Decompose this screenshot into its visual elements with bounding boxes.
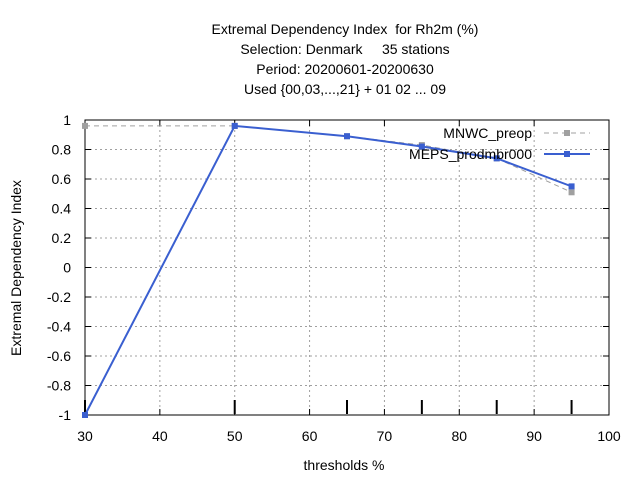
y-tick-label: -0.8 [47, 378, 71, 394]
y-tick-label: 0.2 [52, 230, 72, 246]
series-MEPS_prodmbr000 [82, 122, 575, 418]
grid-lines [85, 120, 609, 415]
x-tick-label: 90 [526, 428, 542, 444]
data-point [568, 189, 575, 196]
series-line [84, 124, 572, 416]
y-tick-label: 1 [63, 112, 71, 128]
x-tick-label: 80 [451, 428, 467, 444]
y-tick-label: -0.2 [47, 289, 71, 305]
series-layer [82, 122, 575, 418]
x-tick-label: 40 [152, 428, 168, 444]
y-tick-label: 0.4 [52, 201, 72, 217]
chart-title-line-1: Extremal Dependency Index for Rh2m (%) [211, 21, 479, 37]
data-point [231, 122, 238, 129]
chart-title-line-3: Period: 20200601-20200630 [256, 61, 434, 77]
x-tick-label: 30 [77, 428, 93, 444]
y-tick-label: -1 [59, 407, 72, 423]
chart-title-line-4: Used {00,03,...,21} + 01 02 ... 09 [244, 81, 446, 97]
y-tick-label: -0.4 [47, 319, 71, 335]
x-tick-label: 60 [302, 428, 318, 444]
x-axis-label: thresholds % [304, 457, 385, 473]
y-axis-label: Extremal Dependency Index [8, 180, 24, 356]
y-tick-label: 0 [63, 260, 71, 276]
data-point [418, 143, 425, 150]
y-tick-label: 0.8 [52, 142, 72, 158]
axis-ticks: -1 -0.8 -0.6 -0.4 -0.2 0 0.2 0.4 0.6 0.8 1 30 40 50 60… [47, 112, 621, 444]
chart-title-line-2: Selection: Denmark 35 stations [240, 41, 450, 57]
data-point [344, 133, 350, 140]
legend-swatch-point [564, 151, 570, 157]
legend-swatch-point [564, 130, 570, 136]
legend-label: MEPS_prodmbr000 [409, 146, 532, 162]
data-point [568, 183, 575, 190]
legend: MNWC_preop MEPS_prodmbr000 [409, 125, 590, 162]
x-tick-label: 50 [227, 428, 243, 444]
y-tick-label: -0.6 [47, 348, 71, 364]
x-tick-label: 100 [597, 428, 621, 444]
y-tick-label: 0.6 [52, 171, 72, 187]
data-point [82, 122, 88, 129]
data-point [82, 412, 88, 418]
plot-frame [84, 119, 610, 416]
data-point [493, 155, 500, 162]
legend-label: MNWC_preop [443, 125, 532, 141]
x-tick-label: 70 [377, 428, 393, 444]
